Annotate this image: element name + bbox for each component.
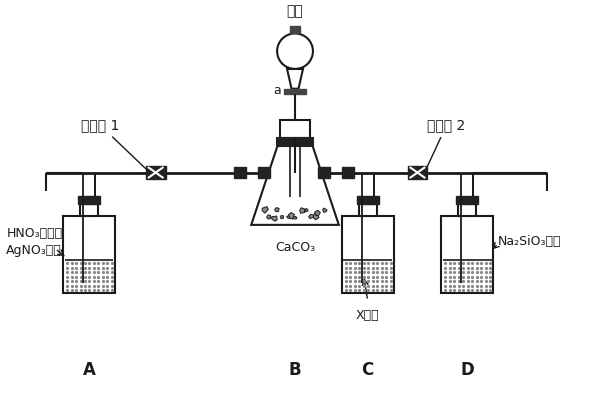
Text: D: D xyxy=(460,361,474,379)
Bar xyxy=(258,167,270,178)
Text: HNO₃酸化的
AgNO₃溶液: HNO₃酸化的 AgNO₃溶液 xyxy=(7,227,62,257)
Polygon shape xyxy=(315,210,320,216)
Polygon shape xyxy=(251,138,339,225)
Polygon shape xyxy=(266,215,271,219)
Polygon shape xyxy=(262,206,268,213)
Polygon shape xyxy=(287,69,303,89)
Text: a: a xyxy=(274,84,281,97)
Bar xyxy=(359,204,377,216)
Bar xyxy=(357,196,379,204)
Bar xyxy=(146,166,166,180)
Polygon shape xyxy=(294,217,297,219)
Text: Na₂SiO₃溶液: Na₂SiO₃溶液 xyxy=(498,235,562,248)
Bar xyxy=(442,216,493,293)
Bar xyxy=(456,196,478,204)
Text: 弹簧夹 2: 弹簧夹 2 xyxy=(427,118,466,168)
Bar xyxy=(235,167,246,178)
Polygon shape xyxy=(305,209,308,212)
Text: 盐酸: 盐酸 xyxy=(287,5,304,18)
Bar xyxy=(277,138,313,146)
Bar xyxy=(80,204,98,216)
Circle shape xyxy=(277,33,313,69)
Bar xyxy=(458,204,476,216)
Bar xyxy=(63,216,115,293)
Polygon shape xyxy=(300,208,305,213)
Bar xyxy=(342,216,394,293)
Bar xyxy=(342,167,354,178)
Bar xyxy=(318,167,330,178)
Bar xyxy=(290,26,300,33)
Text: C: C xyxy=(362,361,374,379)
Polygon shape xyxy=(308,214,314,219)
Text: 弹簧夹 1: 弹簧夹 1 xyxy=(81,118,146,169)
Text: B: B xyxy=(289,361,301,379)
Polygon shape xyxy=(287,216,290,219)
Polygon shape xyxy=(272,216,277,221)
Polygon shape xyxy=(323,208,327,212)
Bar xyxy=(78,196,100,204)
Bar xyxy=(284,89,306,94)
Text: X溶液: X溶液 xyxy=(356,309,379,322)
Polygon shape xyxy=(313,213,319,220)
Bar xyxy=(407,166,427,180)
Text: A: A xyxy=(83,361,95,379)
Bar xyxy=(280,120,310,138)
Polygon shape xyxy=(275,208,279,212)
Polygon shape xyxy=(280,215,284,219)
Text: CaCO₃: CaCO₃ xyxy=(275,241,315,253)
Polygon shape xyxy=(289,213,295,219)
